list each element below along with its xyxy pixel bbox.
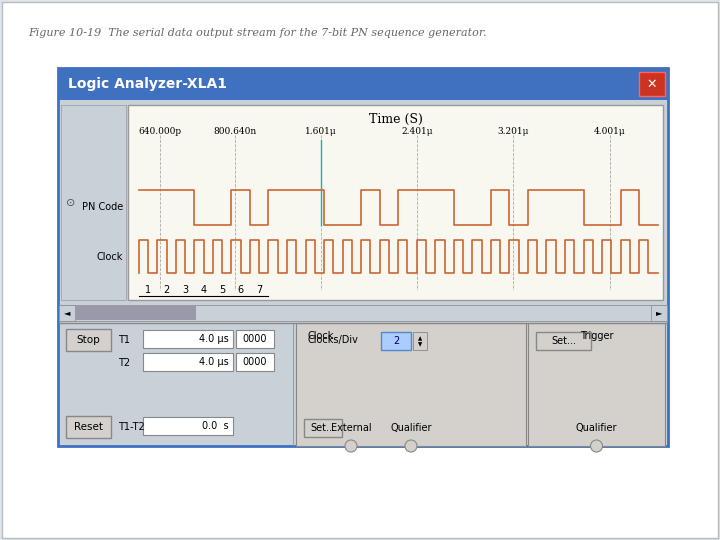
Text: 800.640n: 800.640n [213, 127, 256, 136]
Circle shape [405, 440, 417, 452]
Text: T2: T2 [118, 358, 130, 368]
Text: 2: 2 [163, 285, 170, 295]
Circle shape [345, 440, 357, 452]
Bar [59, 305, 667, 321]
Text: 640.000p: 640.000p [138, 127, 181, 136]
Bar [61, 105, 126, 300]
Text: 5: 5 [219, 285, 225, 295]
Text: Set...: Set... [310, 423, 336, 433]
Bar [381, 332, 411, 350]
Bar [536, 332, 591, 350]
Bar [59, 305, 75, 321]
Text: 4.0 μs: 4.0 μs [199, 357, 229, 367]
Text: 1.601μ: 1.601μ [305, 127, 336, 136]
Text: T1-T2: T1-T2 [118, 422, 145, 432]
Text: 4.001μ: 4.001μ [593, 127, 626, 136]
Text: Time (S): Time (S) [369, 113, 423, 126]
Text: 1: 1 [145, 285, 151, 295]
Text: Clocks/Div: Clocks/Div [308, 335, 359, 345]
Bar [528, 323, 665, 446]
Text: Qualifier: Qualifier [576, 423, 617, 433]
Text: Clock: Clock [308, 331, 334, 341]
Bar [143, 353, 233, 371]
Text: Qualifier: Qualifier [390, 423, 432, 433]
Bar [651, 305, 667, 321]
Text: Stop: Stop [76, 335, 100, 345]
Text: Reset: Reset [74, 422, 103, 432]
Bar [236, 353, 274, 371]
Text: Figure 10-19  The serial data output stream for the 7-bit PN sequence generator.: Figure 10-19 The serial data output stre… [28, 28, 487, 38]
Text: ✕: ✕ [647, 78, 657, 91]
Text: 4.0 μs: 4.0 μs [199, 334, 229, 344]
Text: T1: T1 [118, 335, 130, 345]
Text: 0000: 0000 [243, 357, 267, 367]
Bar [143, 417, 233, 435]
Text: ◄: ◄ [64, 308, 71, 318]
Bar [58, 68, 668, 446]
Text: 3: 3 [182, 285, 188, 295]
Bar [236, 330, 274, 348]
Bar [639, 72, 665, 96]
Text: ⊙: ⊙ [66, 198, 76, 207]
Bar [58, 68, 668, 100]
Bar [66, 416, 111, 438]
Text: Logic Analyzer-XLA1: Logic Analyzer-XLA1 [68, 77, 227, 91]
Text: 2.401μ: 2.401μ [401, 127, 433, 136]
Bar [66, 329, 111, 351]
Bar [76, 306, 196, 320]
Text: Trigger: Trigger [580, 331, 613, 341]
Text: 0.0  s: 0.0 s [202, 421, 229, 431]
Text: 4: 4 [200, 285, 207, 295]
Text: 2: 2 [393, 336, 399, 346]
Text: ►: ► [656, 308, 662, 318]
Bar [128, 105, 663, 300]
Text: 0000: 0000 [243, 334, 267, 344]
Text: ▼: ▼ [418, 342, 422, 347]
Text: 6: 6 [238, 285, 243, 295]
Bar [296, 323, 526, 446]
Text: Set...: Set... [551, 336, 576, 346]
Text: 7: 7 [256, 285, 262, 295]
Text: External: External [330, 423, 372, 433]
Text: Clock: Clock [96, 252, 123, 261]
Bar [413, 332, 427, 350]
Text: 3.201μ: 3.201μ [498, 127, 529, 136]
Text: PN Code: PN Code [82, 202, 123, 213]
Text: ▲: ▲ [418, 336, 422, 341]
Circle shape [590, 440, 603, 452]
Bar [143, 330, 233, 348]
Bar [304, 419, 342, 437]
